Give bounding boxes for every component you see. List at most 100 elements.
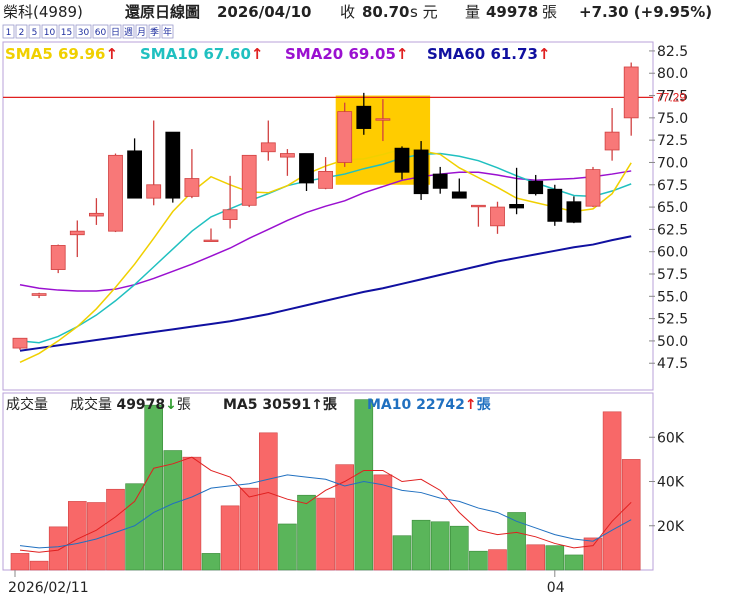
period-button-11[interactable] [161,24,174,39]
volume-bar [392,535,412,571]
volume-readout: 成交量 49978↓張 [70,396,191,413]
volume-ma10-value: 22742 [416,397,465,413]
x-tick-label: 2026/02/11 [8,580,89,596]
period-button-8[interactable] [122,24,135,39]
period-button-label[interactable]: 週 [124,27,133,38]
volume-readout-label: 成交量 [70,396,116,413]
candle-body [413,149,429,195]
volume-bar [10,553,30,571]
candle-body [89,212,104,217]
candle-body [337,111,353,163]
period-button-4[interactable] [58,24,75,39]
period-button-0[interactable] [2,24,15,39]
ma-legend: SMA5 69.96↑ SMA10 67.60↑ SMA20 69.05↑ SMA60… [5,45,550,63]
price-tick-label: 60.0 [657,245,688,261]
candle-body [470,204,486,208]
period-button-5[interactable] [75,24,92,39]
candles [12,62,639,350]
period-button-6[interactable] [92,24,109,39]
volume-bar [335,464,355,571]
volume-bar [411,519,431,571]
volume-bar [106,488,125,571]
ma-legend-label: SMA5 [5,45,58,63]
volume-bar [201,553,221,571]
volume-bar [545,545,565,571]
price-tick-label: 67.5 [657,178,688,194]
period-button-label[interactable]: 年 [163,26,172,38]
vol-ma5-line [19,456,632,553]
volume-bar [354,399,374,571]
candle-body [566,201,582,223]
down-arrow-icon: ↓ [165,397,177,413]
close-label: 收 [340,3,355,21]
volume-bar [449,525,469,571]
volume-ma10-unit: 張 [477,397,492,413]
period-button-2[interactable] [28,24,41,39]
price-tick-label: 72.5 [657,133,688,149]
volume-bar [373,474,393,571]
volume-bar [507,512,526,571]
period-button-label[interactable]: 日 [111,27,120,38]
volume-bar [621,459,641,571]
chart-header: 榮科(4989) 還原日線圖 2026/04/10 收 80.70 s 元 量 … [3,3,712,21]
candle-body [604,131,620,151]
period-button-9[interactable] [135,24,148,39]
period-button-label[interactable]: 60 [95,28,107,38]
volume-bar [163,450,183,571]
ma-legend-label: SMA20 [285,45,348,63]
volume-bar [29,560,49,571]
volume-bar [220,505,240,571]
up-arrow-icon: ↑ [538,45,551,63]
period-button-label[interactable]: 5 [32,28,38,38]
candle-body [432,173,448,189]
ma-legend-label: SMA10 [140,45,203,63]
volume-ma-lines [19,456,632,553]
volume-ma5-unit: 張 [323,397,338,413]
volume-bar [430,521,450,571]
candle-body [547,188,563,222]
x-axis: 2026/02/11 04 [8,570,565,596]
volume-ma10-readout: MA10 22742↑張 [367,397,492,413]
period-button-3[interactable] [41,24,58,39]
up-arrow-icon: ↑ [311,397,323,413]
price-tick-label: 47.5 [657,356,688,372]
period-button-label[interactable]: 1 [6,28,12,38]
candle-body [165,131,181,199]
volume-bar [125,483,144,571]
candle-body [222,209,238,220]
candle-body [69,230,85,236]
period-button-bar: 1 2 5 10 15 30 60 日週月季年 [2,24,174,39]
close-suffix: s 元 [410,3,438,21]
volume-readout-unit: 張 [177,397,191,413]
volume-bar [488,549,507,571]
period-button-label[interactable]: 30 [78,28,90,38]
period-button-label[interactable]: 2 [19,28,25,38]
candle-body [394,147,410,173]
period-button-1[interactable] [15,24,28,39]
price-tick-label: 52.5 [657,312,688,328]
period-button-label[interactable]: 15 [61,28,72,38]
ma-legend-item: SMA60 61.73↑ [427,45,550,63]
price-tick-label: 65.0 [657,200,688,216]
period-button-label[interactable]: 季 [150,26,159,38]
period-button-7[interactable] [109,24,122,39]
vol-ma10-line [19,474,632,549]
candle-body [509,203,525,209]
candle-body [375,118,391,121]
volume-bar [239,487,259,571]
period-button-label[interactable]: 10 [44,28,56,38]
candle-body [299,153,314,184]
candle-body [31,293,47,296]
volume-bar [316,497,335,571]
volume-bar [297,494,316,571]
volume-ma5-value: 30591 [262,397,311,413]
volume-bar [583,537,603,571]
period-button-10[interactable] [148,24,161,39]
candle-body [12,337,28,349]
volume-bar [48,526,68,571]
reference-price-label: 77.29 [656,90,686,104]
price-tick-label: 70.0 [657,155,688,171]
volume-tick-label: 20K [657,519,685,535]
period-button-label[interactable]: 月 [137,27,146,38]
